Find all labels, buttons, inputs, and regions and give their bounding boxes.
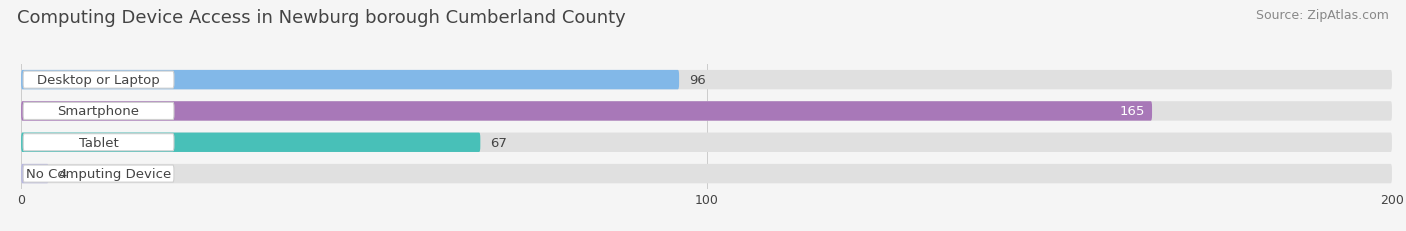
FancyBboxPatch shape bbox=[21, 133, 1392, 152]
FancyBboxPatch shape bbox=[21, 102, 1152, 121]
Text: Source: ZipAtlas.com: Source: ZipAtlas.com bbox=[1256, 9, 1389, 22]
Text: Computing Device Access in Newburg borough Cumberland County: Computing Device Access in Newburg borou… bbox=[17, 9, 626, 27]
FancyBboxPatch shape bbox=[22, 103, 174, 120]
FancyBboxPatch shape bbox=[21, 133, 481, 152]
Text: 96: 96 bbox=[689, 74, 706, 87]
Text: 165: 165 bbox=[1119, 105, 1144, 118]
FancyBboxPatch shape bbox=[21, 164, 48, 183]
FancyBboxPatch shape bbox=[21, 71, 679, 90]
FancyBboxPatch shape bbox=[21, 102, 1392, 121]
FancyBboxPatch shape bbox=[22, 72, 174, 89]
FancyBboxPatch shape bbox=[21, 164, 1392, 183]
FancyBboxPatch shape bbox=[22, 165, 174, 182]
FancyBboxPatch shape bbox=[22, 134, 174, 151]
Text: Tablet: Tablet bbox=[79, 136, 118, 149]
Text: 4: 4 bbox=[59, 167, 67, 180]
Text: 67: 67 bbox=[491, 136, 508, 149]
Text: Smartphone: Smartphone bbox=[58, 105, 139, 118]
Text: No Computing Device: No Computing Device bbox=[25, 167, 172, 180]
FancyBboxPatch shape bbox=[21, 71, 1392, 90]
Text: Desktop or Laptop: Desktop or Laptop bbox=[37, 74, 160, 87]
